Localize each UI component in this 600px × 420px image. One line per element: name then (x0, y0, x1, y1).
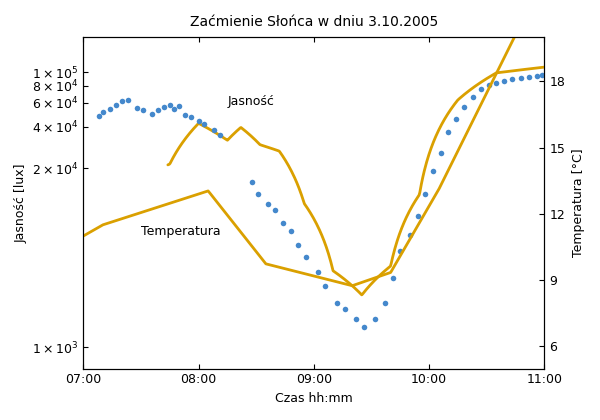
Point (293, 242, 303, 249)
Point (263, 201, 272, 207)
Point (186, 114, 196, 121)
Point (405, 232, 415, 239)
Title: Zaćmienie Słońca w dniu 3.10.2005: Zaćmienie Słońca w dniu 3.10.2005 (190, 15, 438, 29)
Point (380, 299, 389, 306)
Point (332, 299, 341, 306)
Point (159, 103, 169, 110)
Point (359, 324, 368, 331)
Point (138, 107, 148, 113)
Point (106, 106, 115, 113)
Point (278, 220, 288, 226)
Text: Temperatura: Temperatura (141, 226, 221, 239)
Point (181, 111, 190, 118)
Point (507, 75, 517, 82)
Point (133, 105, 142, 111)
Point (436, 150, 445, 156)
Y-axis label: Jasność [lux]: Jasność [lux] (15, 163, 28, 243)
Point (111, 101, 121, 108)
Point (499, 77, 509, 84)
Point (169, 106, 178, 113)
Point (117, 97, 127, 104)
Point (271, 206, 280, 213)
Point (98, 109, 107, 116)
Point (517, 74, 526, 81)
Point (421, 191, 430, 197)
Point (459, 103, 469, 110)
Point (491, 79, 501, 86)
Point (209, 127, 219, 134)
Point (313, 269, 322, 276)
Point (451, 115, 461, 122)
Point (148, 110, 157, 117)
Point (388, 274, 397, 281)
Point (428, 168, 438, 175)
Point (200, 121, 209, 127)
Point (443, 128, 453, 135)
Point (165, 101, 175, 108)
Point (154, 107, 163, 113)
Point (340, 306, 349, 312)
Point (351, 316, 361, 323)
Point (395, 248, 405, 255)
Point (123, 97, 133, 103)
Point (413, 213, 422, 219)
Point (320, 282, 330, 289)
Point (94, 113, 104, 119)
Point (484, 81, 493, 88)
Point (194, 118, 203, 125)
Point (476, 85, 486, 92)
Point (301, 254, 311, 261)
Text: Jasność: Jasność (227, 95, 274, 108)
Y-axis label: Temperatura [°C]: Temperatura [°C] (572, 149, 585, 257)
Point (532, 73, 541, 79)
X-axis label: Czas hh:mm: Czas hh:mm (275, 392, 353, 405)
Point (175, 102, 184, 109)
Point (524, 73, 534, 80)
Point (286, 228, 296, 234)
Point (469, 94, 478, 100)
Point (370, 316, 380, 323)
Point (248, 178, 257, 185)
Point (253, 191, 263, 197)
Point (538, 72, 547, 79)
Point (215, 131, 224, 138)
